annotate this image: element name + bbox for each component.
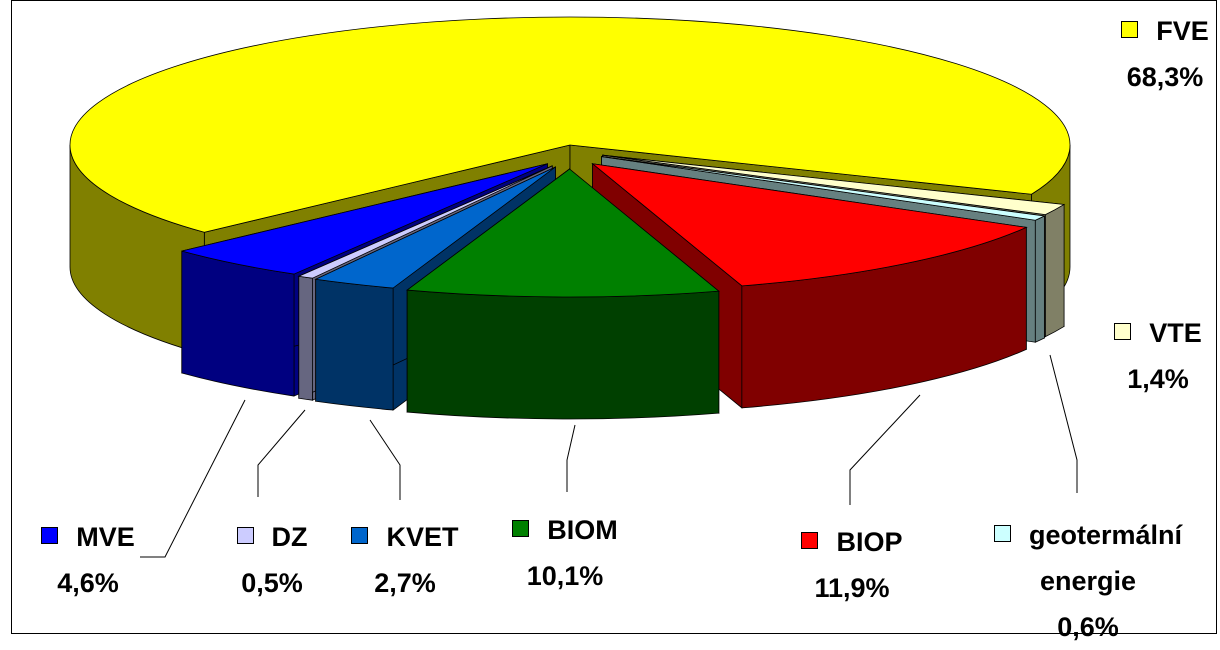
legend-label: BIOP	[836, 527, 903, 557]
legend-entry: VTE	[1058, 310, 1220, 356]
data-label: BIOM 10,1%	[465, 507, 665, 599]
slice-outer-wall	[181, 250, 295, 397]
legend-swatch	[993, 525, 1011, 542]
leader-line	[140, 399, 246, 558]
data-label: geotermální energie 0,6%	[983, 512, 1193, 650]
slice-top	[601, 156, 1046, 221]
slice-top	[602, 154, 1066, 216]
legend-swatch	[41, 527, 59, 544]
data-label: BIOP 11,9%	[752, 519, 952, 611]
legend-entry: FVE	[1065, 8, 1220, 54]
legend-label: KVET	[386, 522, 459, 552]
legend-swatch	[512, 520, 530, 537]
leader-line	[257, 409, 306, 497]
leader-lines	[140, 354, 1078, 558]
slice-outer-wall	[315, 278, 394, 411]
pie	[69, 16, 1071, 420]
legend-label: BIOM	[547, 515, 618, 545]
slice-top	[314, 166, 556, 289]
value-label: 0,6%	[1057, 612, 1119, 642]
legend-swatch	[351, 527, 369, 544]
legend-swatch	[236, 527, 254, 544]
value-label: 11,9%	[814, 573, 890, 603]
leader-line	[1049, 354, 1078, 493]
legend-label: geotermální energie	[1028, 520, 1183, 596]
value-label: 0,5%	[241, 568, 303, 598]
leader-line	[369, 419, 401, 500]
slice-top	[69, 16, 1071, 233]
value-label: 10,1%	[526, 561, 604, 591]
legend-entry: KVET	[325, 514, 485, 560]
legend-swatch	[1121, 21, 1139, 38]
legend-entry: MVE	[8, 514, 168, 560]
slice-outer-wall	[298, 275, 313, 401]
slice-top	[591, 163, 1028, 287]
slice	[406, 168, 720, 420]
value-label: 2,7%	[374, 568, 436, 598]
slice-top	[406, 168, 720, 298]
legend-label: MVE	[76, 522, 135, 552]
legend-entry: BIOM	[465, 507, 665, 553]
data-label: FVE 68,3%	[1065, 8, 1220, 100]
leader-line	[849, 394, 921, 505]
data-label: MVE 4,6%	[8, 514, 168, 606]
legend-entry: DZ	[197, 514, 347, 560]
legend-label: DZ	[271, 522, 308, 552]
leader-line	[566, 424, 576, 492]
data-label: DZ 0,5%	[197, 514, 347, 606]
data-label: KVET 2,7%	[325, 514, 485, 606]
legend-swatch	[801, 532, 819, 549]
legend-swatch	[1114, 323, 1132, 340]
value-label: 4,6%	[57, 568, 119, 598]
slice-top	[297, 165, 553, 279]
value-label: 68,3%	[1126, 62, 1204, 92]
plot-frame	[11, 0, 1217, 634]
legend-entry: BIOP	[752, 519, 952, 565]
slice-outer-wall	[1034, 215, 1045, 343]
data-label: VTE 1,4%	[1058, 310, 1220, 402]
slice-outer-wall	[406, 289, 720, 420]
legend-entry: geotermální energie	[983, 512, 1193, 604]
slice-top	[181, 163, 548, 275]
legend-label: FVE	[1156, 16, 1209, 46]
value-label: 1,4%	[1127, 364, 1189, 394]
legend-label: VTE	[1149, 318, 1202, 348]
